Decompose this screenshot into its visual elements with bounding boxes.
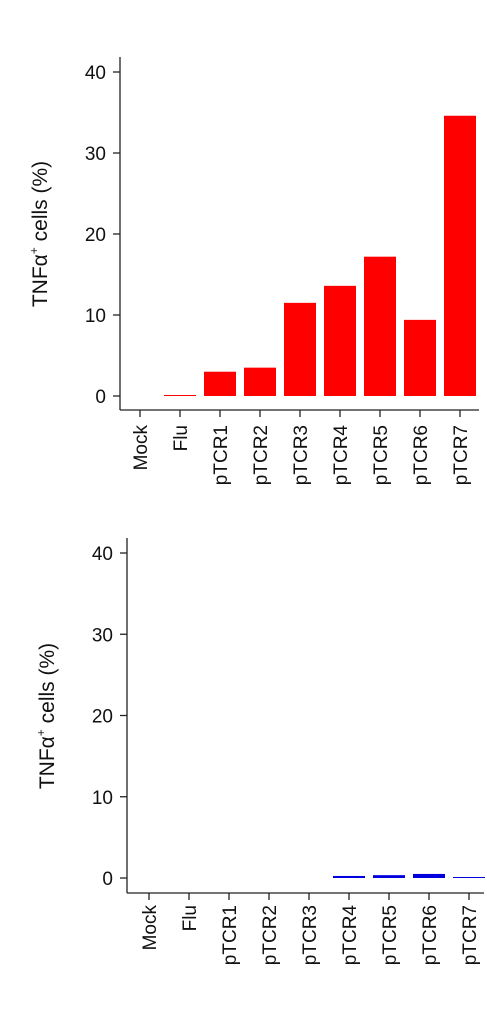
x-tick-label: pTCR3 [300,905,321,965]
x-tick-label: pTCR1 [220,905,241,965]
x-tick-label: pTCR6 [420,905,441,965]
y-tick-label: 20 [92,707,113,728]
y-axis-title-text: TNFα+ cells (%) [34,643,59,789]
x-tick-label: Flu [171,425,192,451]
bar-ptcr2 [244,367,276,396]
y-tick-label: 30 [85,144,106,165]
bar-ptcr4 [333,875,365,878]
y-axis-title-rest: cells (%) [36,643,59,729]
x-tick-label: pTCR7 [451,425,472,485]
bar-ptcr7 [444,115,476,397]
y-axis-title-bottom: TNFα+ cells (%) [34,643,59,789]
y-axis-title-main: TNFα [36,736,59,789]
bar-ptcr5 [364,256,396,396]
bar-flu [164,395,196,396]
y-tick-label: 40 [85,63,106,84]
x-tick-label: pTCR5 [380,905,401,965]
x-tick-label: pTCR7 [460,905,481,965]
y-axis-title-top: TNFα+ cells (%) [27,161,52,307]
y-tick-label: 30 [92,625,113,646]
y-tick-label: 20 [85,225,106,246]
bar-ptcr5 [373,875,405,878]
y-tick-label: 0 [95,387,106,408]
x-tick-label: pTCR2 [260,905,281,965]
x-tick-label: pTCR3 [291,425,312,485]
x-tick-label: pTCR4 [340,905,361,966]
y-axis-title-rest: cells (%) [29,161,52,247]
bar-ptcr1 [204,371,236,396]
y-tick-label: 40 [92,544,113,565]
chart-top: TNFα+ cells (%) 0 10 20 30 40 Mock Flu pTCR1 pTC… [27,57,479,485]
y-axis-title-text: TNFα+ cells (%) [27,161,52,307]
bar-ptcr3 [284,302,316,396]
y-tick-label: 10 [85,306,106,327]
x-tick-label: Mock [131,425,152,471]
bar-ptcr7 [453,877,485,878]
x-tick-label: Mock [140,905,161,951]
x-tick-label: pTCR2 [251,425,272,485]
y-axis-title-main: TNFα [29,254,52,307]
y-tick-label: 10 [92,788,113,809]
x-tick-label: pTCR6 [411,425,432,485]
x-tick-label: Flu [180,905,201,931]
bar-ptcr4 [324,285,356,396]
y-axis-title-superscript: + [34,729,48,736]
y-tick-label: 0 [102,869,113,890]
bar-ptcr6 [404,319,436,396]
x-tick-label: pTCR5 [371,425,392,485]
chart-bottom: TNFα+ cells (%) 0 10 20 30 40 Mock Flu pTCR1 pTC… [34,538,485,965]
x-tick-label: pTCR1 [211,425,232,485]
x-tick-label: pTCR4 [331,425,352,486]
bar-ptcr6 [413,873,445,878]
y-axis-title-superscript: + [27,247,41,254]
